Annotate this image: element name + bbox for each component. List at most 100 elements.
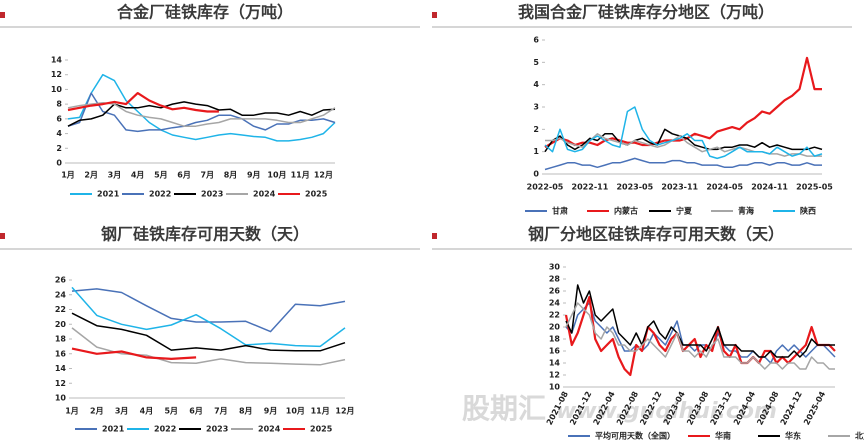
y-tick-label: 14 [51,56,63,65]
x-tick-label: 5月 [154,171,168,180]
x-tick-label: 5月 [164,407,178,416]
x-tick-label: 11月 [311,407,330,416]
x-tick-label: 1月 [61,171,75,180]
y-tick-label: 5 [533,58,539,67]
y-tick-label: 26 [549,287,561,296]
y-tick-label: 6 [56,114,62,123]
y-tick-label: 14 [549,359,561,368]
y-tick-label: 2 [533,125,539,134]
x-tick-label: 2024-05 [706,183,743,192]
x-tick-label: 10月 [267,171,286,180]
y-tick-label: 18 [55,335,67,344]
x-tick-label: 8月 [239,407,253,416]
x-tick-label: 2022-05 [527,183,564,192]
x-tick-label: 8月 [224,171,238,180]
series-line [565,302,835,370]
legend-label: 甘肃 [552,206,568,216]
series-line [544,157,822,171]
series-line [71,286,346,348]
y-tick-label: 0 [533,170,539,179]
series-line [71,312,346,352]
y-tick-label: 6 [533,36,539,45]
x-tick-label: 6月 [189,407,203,416]
watermark-brand: 股期汇 [462,392,546,425]
y-tick-label: 10 [549,383,561,392]
x-tick-label: 1月 [65,407,79,416]
x-tick-label: 9月 [247,171,261,180]
y-tick-label: 1 [533,147,539,156]
x-tick-label: 4月 [140,407,154,416]
y-tick-label: 8 [56,100,62,109]
x-tick-label: 12月 [314,171,333,180]
series-line [67,92,219,113]
x-tick-label: 7月 [214,407,228,416]
legend-label: 内蒙古 [614,206,638,216]
legend-label: 2022 [154,425,176,434]
y-tick-label: 4 [533,80,539,89]
x-tick-label: 2024-11 [751,183,788,192]
chart-title: 钢厂硅铁库存可用天数（天） [101,225,309,244]
series-line [544,56,822,149]
series-line [67,92,336,133]
chart-title: 钢厂分地区硅铁库存可用天数（天） [528,225,784,244]
legend-label: 2021 [97,190,120,199]
legend-label: 华东 [785,431,801,441]
y-tick-label: 0 [56,159,62,168]
series-line [71,288,346,333]
watermark-url: www.guqihui.com [556,399,777,424]
x-tick-label: 10月 [286,407,305,416]
x-tick-label: 11月 [291,171,310,180]
x-tick-label: 2月 [90,407,104,416]
y-tick-label: 20 [549,323,561,332]
x-tick-label: 2023-11 [661,183,698,192]
x-tick-label: 12月 [335,407,354,416]
y-tick-label: 24 [55,290,67,299]
series-line [544,106,823,160]
y-tick-label: 2 [56,144,62,153]
y-tick-label: 12 [55,379,66,388]
y-tick-label: 30 [549,263,561,272]
panel-frames [0,12,852,250]
x-tick-label: 2025-05 [796,183,833,192]
legend-label: 2025 [305,190,328,199]
legend-label: 陕西 [800,206,816,216]
legend-label: 北方 [855,431,864,441]
y-tick-label: 16 [55,349,67,358]
legend-label: 华南 [715,431,731,441]
series-line [67,101,336,127]
legend-label: 平均可用天数（全国） [595,431,675,441]
y-tick-label: 28 [549,275,561,284]
legend-label: 2023 [201,190,223,199]
x-tick-label: 9月 [264,407,278,416]
y-tick-label: 24 [549,299,561,308]
title-marker [432,233,437,239]
x-tick-label: 2022-11 [572,183,609,192]
title-marker [0,12,5,18]
legend-label: 2025 [310,425,333,434]
y-tick-label: 26 [55,276,67,285]
legend-label: 2024 [253,190,276,199]
series-line [565,284,835,358]
x-tick-label: 4月 [131,171,145,180]
legend-label: 2023 [206,425,228,434]
series-line [67,101,336,127]
y-tick-label: 4 [56,129,62,138]
legend-label: 2021 [102,425,125,434]
y-tick-label: 16 [549,347,561,356]
chart-title: 我国合金厂硅铁库存分地区（万吨） [518,3,774,22]
legend-label: 宁夏 [676,206,693,216]
x-tick-label: 7月 [201,171,215,180]
legend-label: 2024 [258,425,281,434]
title-marker [432,12,437,18]
y-tick-label: 22 [55,305,66,314]
chart-title: 合金厂硅铁库存（万吨） [117,3,293,22]
x-tick-label: 2025-04 [802,390,827,427]
series-line [67,73,336,142]
x-tick-label: 3月 [108,171,122,180]
y-tick-label: 14 [55,364,67,373]
y-tick-label: 22 [549,311,560,320]
y-tick-label: 12 [549,371,560,380]
title-marker [0,233,5,239]
y-tick-label: 10 [55,394,67,403]
